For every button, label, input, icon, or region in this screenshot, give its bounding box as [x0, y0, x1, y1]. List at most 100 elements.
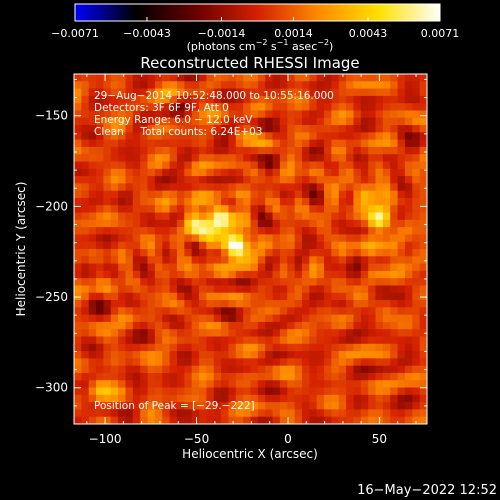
heatmap-cell — [74, 270, 82, 279]
heatmap-cell — [279, 270, 288, 279]
heatmap-cell — [132, 205, 141, 213]
heatmap-cell — [324, 416, 332, 424]
heatmap-cell — [103, 409, 112, 418]
heatmap-cell — [184, 74, 193, 82]
heatmap-cell — [390, 409, 398, 418]
chart-title: Reconstructed RHESSI Image — [140, 54, 359, 72]
heatmap-cell — [132, 168, 141, 177]
heatmap-cell — [147, 321, 156, 330]
heatmap-cell — [324, 387, 332, 396]
heatmap-cell — [294, 88, 303, 97]
heatmap-cell — [206, 372, 215, 381]
heatmap-cell — [235, 416, 244, 424]
heatmap-cell — [287, 380, 296, 388]
heatmap-cell — [397, 292, 406, 301]
heatmap-cell — [235, 139, 244, 148]
heatmap-cell — [412, 256, 421, 264]
heatmap-cell — [309, 256, 318, 264]
heatmap-cell — [368, 168, 376, 177]
heatmap-cell — [103, 176, 112, 184]
heatmap-cell — [147, 416, 156, 424]
heatmap-cell — [118, 336, 126, 345]
heatmap-cell — [169, 154, 178, 162]
heatmap-cell — [279, 176, 288, 184]
heatmap-cell — [397, 314, 406, 323]
heatmap-cell — [360, 394, 369, 403]
heatmap-cell — [228, 161, 237, 170]
heatmap-cell — [103, 329, 112, 337]
heatmap-cell — [199, 183, 207, 192]
heatmap-cell — [382, 292, 391, 301]
heatmap-cell — [103, 212, 112, 221]
heatmap-cell — [324, 263, 332, 272]
heatmap-cell — [250, 219, 259, 228]
heatmap-cell — [191, 358, 200, 367]
heatmap-cell — [257, 161, 266, 170]
heatmap-cell — [140, 365, 148, 374]
heatmap-cell — [103, 234, 112, 243]
heatmap-cell — [154, 139, 163, 148]
heatmap-cell — [147, 132, 156, 141]
heatmap-cell — [419, 190, 427, 199]
heatmap-cell — [243, 285, 251, 294]
heatmap-cell — [228, 212, 237, 221]
heatmap-cell — [169, 241, 178, 250]
heatmap-cell — [118, 227, 126, 235]
heatmap-cell — [331, 402, 340, 410]
heatmap-cell — [147, 292, 156, 301]
heatmap-cell — [213, 409, 222, 418]
heatmap-cell — [110, 336, 119, 345]
heatmap-cell — [257, 139, 266, 148]
heatmap-cell — [346, 212, 354, 221]
heatmap-cell — [176, 402, 185, 410]
heatmap-cell — [110, 234, 119, 243]
heatmap-cell — [309, 183, 318, 192]
heatmap-cell — [419, 300, 427, 308]
heatmap-cell — [88, 183, 97, 192]
heatmap-cell — [147, 241, 156, 250]
heatmap-cell — [324, 380, 332, 388]
heatmap-cell — [125, 197, 134, 206]
heatmap-cell — [213, 336, 222, 345]
heatmap-cell — [243, 103, 251, 111]
heatmap-cell — [346, 168, 354, 177]
heatmap-cell — [404, 139, 413, 148]
heatmap-cell — [228, 95, 237, 104]
heatmap-cell — [353, 168, 362, 177]
heatmap-cell — [154, 409, 163, 418]
heatmap-cell — [360, 249, 369, 257]
heatmap-cell — [103, 88, 112, 97]
heatmap-cell — [382, 205, 391, 213]
heatmap-cell — [110, 241, 119, 250]
heatmap-cell — [88, 139, 97, 148]
heatmap-cell — [287, 270, 296, 279]
heatmap-cell — [88, 300, 97, 308]
heatmap-cell — [382, 329, 391, 337]
heatmap-cell — [272, 292, 281, 301]
heatmap-cell — [419, 249, 427, 257]
heatmap-cell — [125, 416, 134, 424]
heatmap-cell — [360, 168, 369, 177]
heatmap-cell — [353, 95, 362, 104]
heatmap-cell — [338, 176, 347, 184]
heatmap-cell — [140, 270, 148, 279]
heatmap-cell — [235, 241, 244, 250]
heatmap-cell — [81, 197, 90, 206]
heatmap-cell — [213, 270, 222, 279]
heatmap-cell — [191, 241, 200, 250]
heatmap-cell — [191, 416, 200, 424]
heatmap-cell — [272, 416, 281, 424]
heatmap-cell — [419, 219, 427, 228]
heatmap-cell — [404, 263, 413, 272]
heatmap-cell — [265, 241, 273, 250]
heatmap-cell — [294, 234, 303, 243]
heatmap-cell — [338, 270, 347, 279]
heatmap-cell — [265, 110, 273, 119]
heatmap-cell — [250, 95, 259, 104]
heatmap-cell — [404, 154, 413, 162]
heatmap-cell — [191, 81, 200, 89]
heatmap-cell — [169, 227, 178, 235]
heatmap-cell — [81, 358, 90, 367]
heatmap-cell — [382, 307, 391, 316]
heatmap-cell — [74, 263, 82, 272]
